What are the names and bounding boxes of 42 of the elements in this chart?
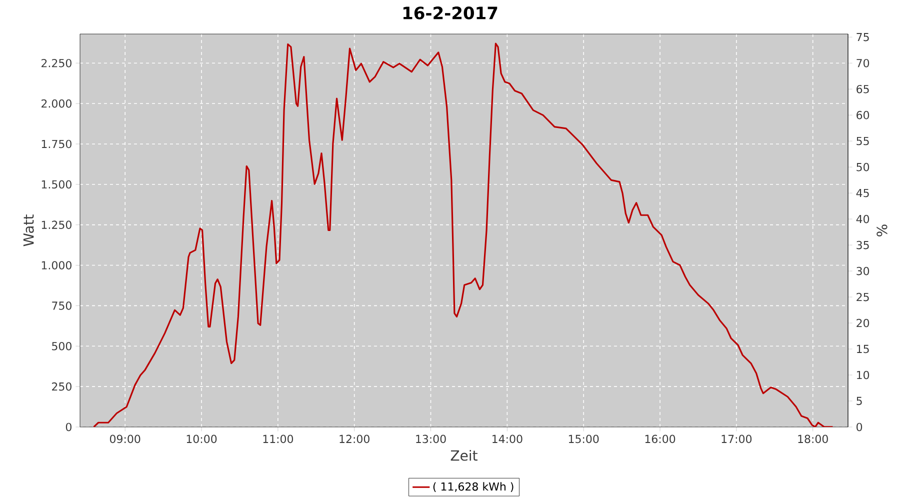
y2-tick-label: 50 [856,162,870,172]
y2-tick-label: 75 [856,33,869,42]
chart-title: 16-2-2017 [403,6,498,20]
y2-tick-label: 5 [856,396,862,406]
y2-tick-label: 55 [856,136,869,146]
x-tick-label: 17:00 [722,434,752,444]
x-tick-label: 13:00 [416,434,446,444]
x-tick-label: 11:00 [263,434,294,444]
x-axis-title: Zeit [450,450,478,461]
y-tick-label: 750 [52,302,72,310]
y-tick-label: 0 [66,422,72,432]
y-tick-label: 1.000 [42,261,72,270]
x-tick-label: 16:00 [645,434,676,444]
y-tick-label: 2.000 [42,99,72,108]
y-tick-label: 2.250 [42,58,72,68]
y2-axis-title: % [876,224,888,236]
y2-tick-label: 15 [857,344,869,354]
y-tick-label: 1.250 [42,220,72,229]
y-tick-label: 1.500 [42,180,72,189]
y2-tick-label: 40 [856,214,870,224]
y-axis-title: Watt [23,214,34,246]
y2-tick-label: 0 [856,422,862,432]
x-tick-label: 12:00 [340,434,370,444]
x-tick-label: 10:00 [186,434,217,444]
y2-tick-label: 10 [857,370,870,380]
legend-label: ( 11,628 kWh ) [433,482,514,492]
y2-tick-label: 35 [856,240,869,250]
y2-tick-label: 20 [856,318,870,328]
y2-tick-label: 70 [856,58,870,68]
y2-tick-label: 30 [856,266,870,276]
y2-tick-label: 25 [856,292,869,302]
y-tick-label: 250 [52,382,72,391]
x-tick-label: 09:00 [110,434,140,444]
y2-tick-label: 45 [856,188,869,198]
line-series [92,42,834,427]
x-tick-label: 14:00 [492,434,522,444]
y-tick-label: 500 [52,342,72,350]
y2-tick-label: 65 [856,84,869,94]
y-tick-label: 1.750 [42,140,72,148]
x-tick-label: 18:00 [798,434,828,444]
x-tick-label: 15:00 [568,434,599,444]
y2-tick-label: 60 [856,110,870,120]
